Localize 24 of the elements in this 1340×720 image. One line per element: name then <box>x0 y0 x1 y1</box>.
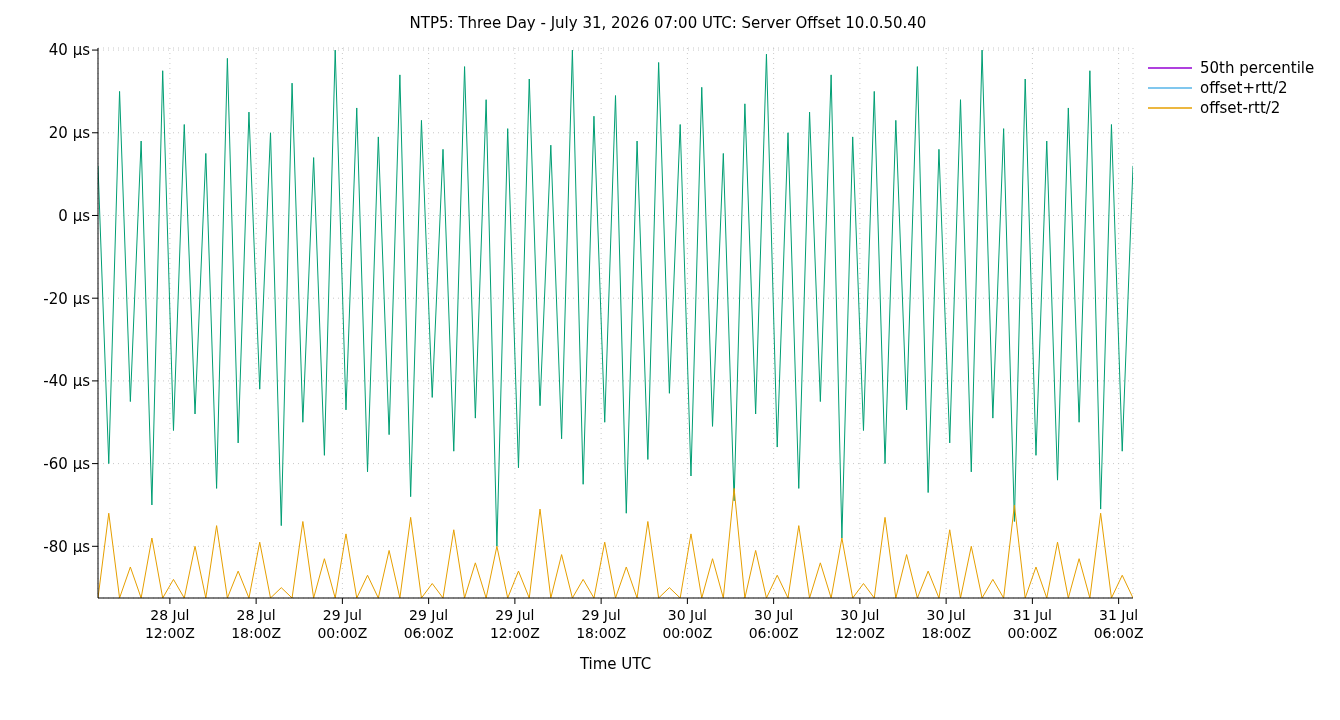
x-tick-label: 31 Jul 00:00Z <box>1007 607 1058 641</box>
x-tick-label: 30 Jul 06:00Z <box>748 607 799 641</box>
x-tick-label: 30 Jul 00:00Z <box>662 607 713 641</box>
y-tick-label: -60 µs <box>43 454 91 473</box>
x-axis-title: Time UTC <box>578 654 652 673</box>
x-tick-label: 30 Jul 12:00Z <box>834 607 885 641</box>
y-tick-label: -20 µs <box>43 289 91 308</box>
y-tick-label: -40 µs <box>43 372 91 391</box>
legend-label: offset+rtt/2 <box>1200 79 1288 97</box>
y-tick-label: 0 µs <box>58 206 91 225</box>
y-tick-label: -80 µs <box>43 537 91 556</box>
legend-label: offset-rtt/2 <box>1200 99 1281 117</box>
y-tick-label: 20 µs <box>48 124 91 143</box>
x-tick-label: 29 Jul 12:00Z <box>489 607 540 641</box>
x-tick-label: 29 Jul 06:00Z <box>403 607 454 641</box>
chart-title: NTP5: Three Day - July 31, 2026 07:00 UTC: Server Offset 10.0.50.40 <box>408 13 928 34</box>
legend-label: 50th percentile <box>1200 59 1315 77</box>
x-tick-label: 29 Jul 18:00Z <box>576 607 627 641</box>
y-tick-label: 40 µs <box>48 41 91 60</box>
x-tick-label: 31 Jul 06:00Z <box>1093 607 1144 641</box>
x-tick-label: 29 Jul 00:00Z <box>317 607 368 641</box>
x-tick-label: 28 Jul 12:00Z <box>144 607 195 641</box>
x-tick-label: 30 Jul 18:00Z <box>921 607 972 641</box>
x-tick-label: 28 Jul 18:00Z <box>231 607 282 641</box>
